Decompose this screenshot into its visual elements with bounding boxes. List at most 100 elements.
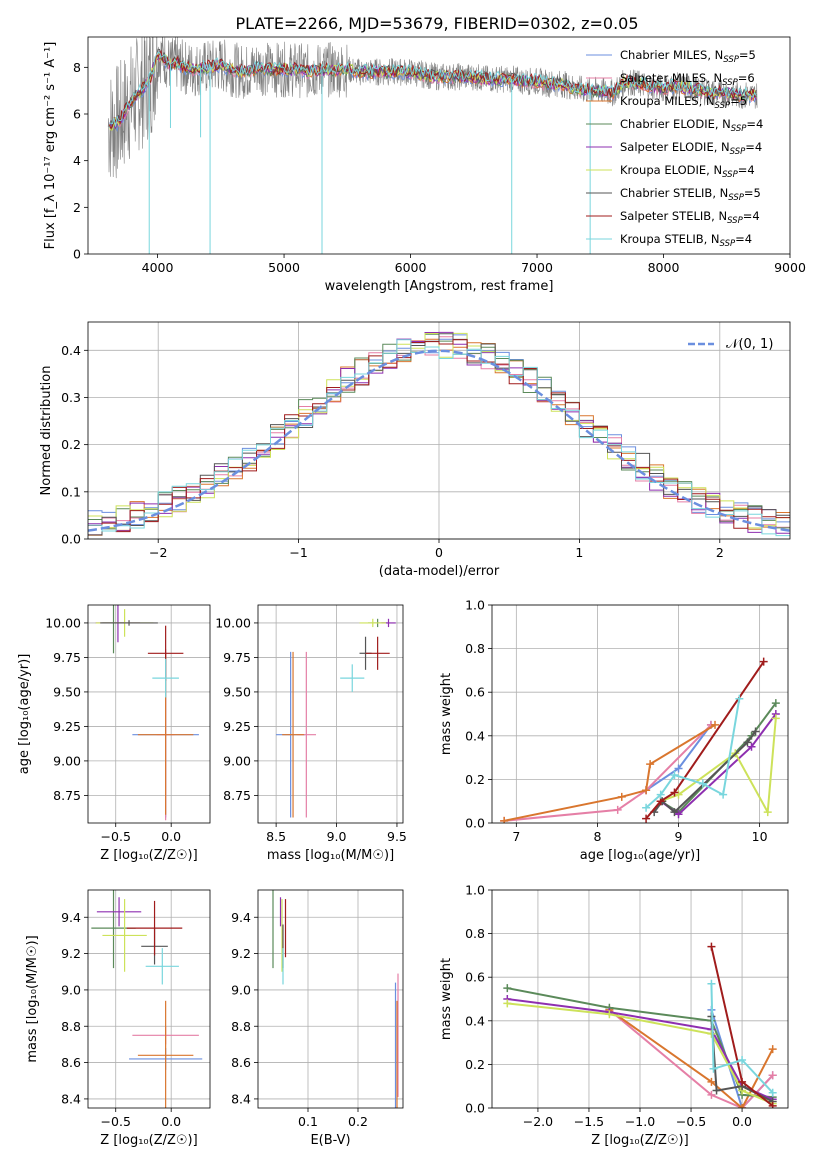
legend-label: 𝒩(0, 1) (726, 337, 773, 352)
y-tick-label: 8 (73, 60, 81, 75)
axes-frame (87, 604, 211, 824)
y-tick-label: 8.75 (53, 788, 81, 803)
y-tick-label: 0.2 (465, 1057, 485, 1072)
axes-frame (257, 889, 404, 1109)
y-tick-label: 0.2 (465, 772, 485, 787)
weight-marker (617, 792, 626, 801)
y-tick-label: 9.25 (223, 719, 251, 734)
histogram-salpeter-stelib (88, 339, 790, 533)
x-tick-label: 10 (752, 829, 768, 844)
weight-marker (670, 788, 679, 797)
y-tick-label: 0.6 (465, 685, 485, 700)
weight-marker (707, 1090, 716, 1099)
weight-marker (642, 814, 651, 823)
y-tick-label: 0 (73, 247, 81, 262)
y-tick-label: 8.6 (231, 1055, 251, 1070)
weight-line (710, 983, 774, 1094)
y-tick-label: 1.0 (465, 883, 485, 898)
x-tick-label: 9 (675, 829, 683, 844)
axes-frame (87, 36, 791, 255)
x-tick-label: 8 (593, 829, 601, 844)
plot-area-mass_weight_vs_Z (503, 942, 777, 1108)
x-tick-label: 0.1 (298, 1114, 318, 1129)
y-axis-label: mass [log₁₀(M/M☉)] (25, 935, 40, 1062)
y-axis-label: mass weight (439, 958, 454, 1040)
legend-label: Salpeter STELIB, NSSP=4 (620, 209, 760, 226)
x-axis-label: wavelength [Angstrom, rest frame] (325, 279, 554, 294)
weight-marker (763, 808, 772, 817)
weight-line (645, 661, 765, 820)
weight-marker (500, 816, 509, 823)
axes-frame (491, 604, 789, 824)
x-tick-label: −0.5 (676, 1114, 706, 1129)
x-tick-label: −2.0 (523, 1114, 553, 1129)
y-tick-label: 0.1 (61, 484, 81, 499)
weight-marker (707, 942, 716, 951)
plot-area-age_vs_Z (95, 605, 199, 821)
y-axis-label: Flux [f_λ 10⁻¹⁷ erg cm⁻² s⁻¹ A⁻¹] (43, 42, 58, 250)
y-tick-label: 0.4 (465, 728, 485, 743)
spectrum-legend: Chabrier MILES, NSSP=5 Salpeter MILES, NS… (586, 48, 763, 249)
y-tick-label: 9.4 (231, 910, 251, 925)
y-tick-label: 9.00 (53, 753, 81, 768)
y-tick-label: 9.0 (61, 982, 81, 997)
weight-marker (670, 808, 679, 817)
y-tick-label: 0.0 (465, 816, 485, 831)
y-tick-label: 8.8 (61, 1019, 81, 1034)
weight-marker (768, 1045, 777, 1054)
x-tick-label: 8.5 (266, 829, 286, 844)
y-tick-label: 0.8 (465, 641, 485, 656)
weight-marker (711, 720, 720, 729)
x-tick-label: 7 (512, 829, 520, 844)
plot-area-mass_weight_vs_age (500, 657, 780, 823)
weight-marker (771, 699, 780, 708)
weight-marker (642, 786, 651, 795)
panel-spectrum: 4000 5000 6000 7000 8000 9000 0 2 4 6 8 wavelength … (43, 36, 806, 294)
x-axis-label: mass [log₁₀(M/M☉)] (267, 848, 394, 863)
y-tick-label: 8.6 (61, 1055, 81, 1070)
y-tick-label: 0.8 (465, 926, 485, 941)
weight-line (608, 1009, 774, 1108)
x-tick-label: 7000 (521, 260, 553, 275)
weight-marker (747, 742, 756, 751)
weight-marker (751, 727, 760, 736)
plots-layer: 4000 5000 6000 7000 8000 9000 0 2 4 6 8 wavelength … (17, 36, 806, 1148)
x-tick-label: 0 (435, 545, 443, 560)
axes-frame (87, 889, 211, 1109)
histogram-chabrier-stelib (88, 333, 790, 536)
weight-marker (707, 1077, 716, 1086)
y-tick-label: 1.0 (465, 598, 485, 613)
weight-marker (768, 1101, 777, 1108)
panel-mass_vs_Z: −0.5 0.0 8.4 8.6 8.8 9.0 9.2 9.4 Z [log₁₀(Z/Z☉)]… (25, 889, 211, 1148)
legend-label: Kroupa ELODIE, NSSP=4 (620, 163, 755, 180)
y-tick-label: 4 (73, 153, 81, 168)
weight-marker (613, 805, 622, 814)
x-tick-label: 9.5 (387, 829, 407, 844)
y-tick-label: 9.75 (223, 650, 251, 665)
weight-marker (698, 779, 707, 788)
weight-marker (605, 1010, 614, 1019)
y-tick-label: 9.2 (231, 946, 251, 961)
plot-area-spectrum (107, 37, 758, 254)
x-tick-label: 0.0 (732, 1114, 752, 1129)
y-tick-label: 10.00 (215, 615, 251, 630)
x-tick-label: −1.0 (625, 1114, 655, 1129)
weight-line (653, 730, 757, 814)
x-axis-label: (data-model)/error (379, 564, 500, 579)
y-axis-label: Normed distribution (39, 366, 54, 496)
weight-marker (738, 1104, 747, 1108)
x-axis-label: age [log₁₀(age/yr)] (580, 848, 701, 863)
observed-spectrum (107, 37, 758, 179)
legend-label: Salpeter ELODIE, NSSP=4 (620, 140, 762, 157)
x-tick-label: −2 (149, 545, 167, 560)
x-tick-label: 6000 (395, 260, 427, 275)
panel-mass_weight_vs_age: 7 8 9 10 0.0 0.2 0.4 0.6 0.8 1.0 age [log₁₀(age/yr… (439, 598, 789, 863)
x-tick-label: −1.5 (574, 1114, 604, 1129)
x-tick-label: 9000 (774, 260, 806, 275)
x-tick-label: 2 (716, 545, 724, 560)
y-tick-label: 0.4 (465, 1013, 485, 1028)
weight-marker (712, 1086, 721, 1095)
panel-mass_vs_EBV: 0.1 0.2 8.4 8.6 8.8 9.0 9.2 9.4 E(B-V) (231, 889, 404, 1148)
weight-marker (674, 790, 683, 799)
